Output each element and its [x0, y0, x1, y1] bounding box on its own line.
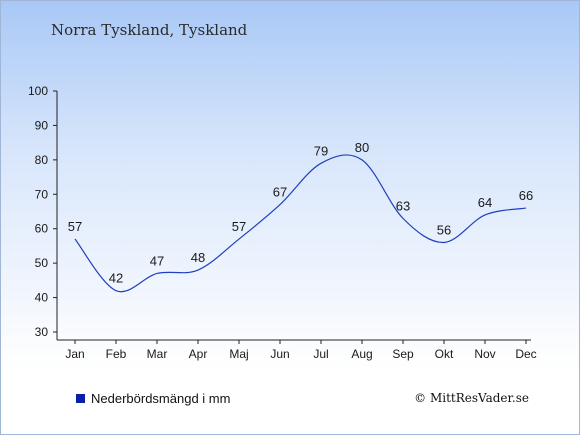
x-tick-label: Feb [106, 347, 127, 361]
data-label: 66 [519, 188, 533, 203]
y-tick-label: 30 [35, 325, 49, 339]
x-tick-label: Apr [189, 347, 208, 361]
data-label: 57 [232, 219, 246, 234]
data-label: 63 [396, 198, 410, 213]
y-tick-label: 70 [35, 187, 49, 201]
copyright-text: © MittResVader.se [414, 391, 529, 405]
legend-label: Nederbördsmängd i mm [91, 391, 231, 406]
x-tick-label: Aug [351, 347, 372, 361]
x-tick-label: Okt [435, 347, 454, 361]
data-label: 42 [109, 271, 123, 286]
chart-title: Norra Tyskland, Tyskland [51, 21, 248, 39]
x-tick-label: Sep [392, 347, 414, 361]
y-tick-label: 80 [35, 153, 49, 167]
x-tick-label: Jan [65, 347, 84, 361]
x-tick-label: Jul [313, 347, 328, 361]
data-label: 64 [478, 195, 492, 210]
y-tick-label: 90 [35, 118, 49, 132]
x-tick-label: Maj [229, 347, 248, 361]
data-label: 80 [355, 140, 369, 155]
x-tick-label: Nov [474, 347, 495, 361]
data-label: 56 [437, 222, 451, 237]
data-label: 67 [273, 185, 287, 200]
legend: Nederbördsmängd i mm [76, 391, 230, 406]
data-label: 47 [150, 253, 164, 268]
data-label: 79 [314, 143, 328, 158]
y-tick-label: 100 [28, 84, 48, 98]
x-tick-label: Mar [147, 347, 168, 361]
series-line [74, 154, 527, 293]
y-tick-label: 50 [35, 256, 49, 270]
data-label: 48 [191, 250, 205, 265]
y-tick-label: 40 [35, 291, 49, 305]
data-label: 57 [68, 219, 82, 234]
legend-swatch [76, 394, 85, 403]
y-tick-label: 60 [35, 222, 49, 236]
x-tick-label: Jun [270, 347, 289, 361]
x-tick-label: Dec [515, 347, 536, 361]
